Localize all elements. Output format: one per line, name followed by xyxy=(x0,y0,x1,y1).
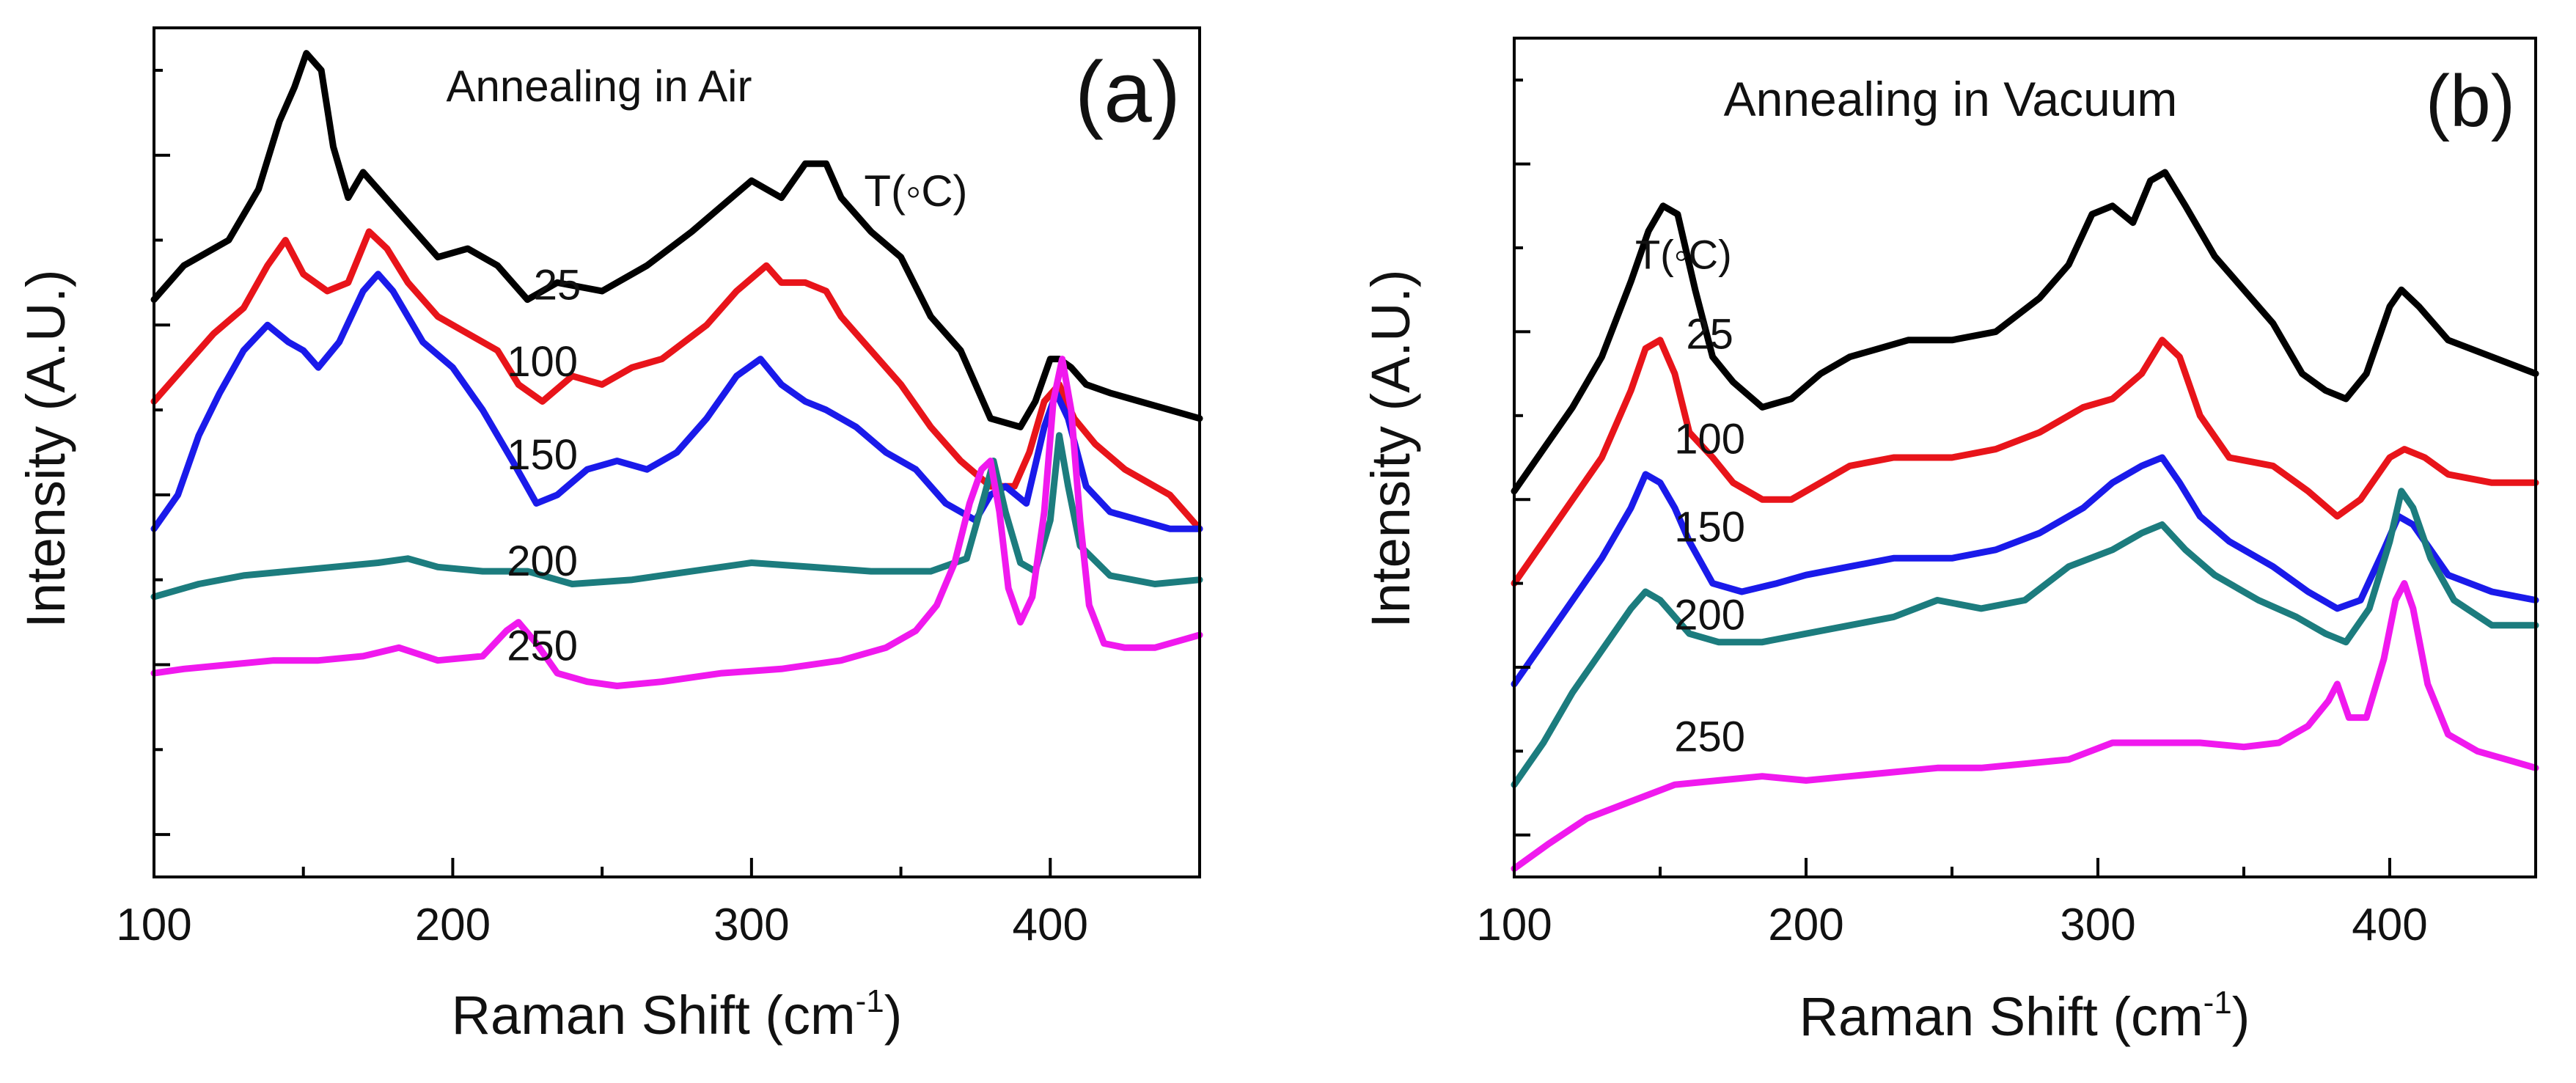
panel-a-legend-title: T(◦C) xyxy=(864,166,967,216)
panel-a-series-label-150: 150 xyxy=(507,431,578,479)
panel-a-series-label-200: 200 xyxy=(507,537,578,585)
panel-a-label: (a) xyxy=(1075,44,1181,141)
panel-a-x-tick-label-100: 100 xyxy=(116,900,191,950)
panel-a-series-label-100: 100 xyxy=(507,338,578,386)
panel-b-legend-title: T(◦C) xyxy=(1635,232,1732,278)
panel-a-ticks xyxy=(153,68,1201,877)
panel-a-tick-labels: 100 200 300 400 xyxy=(116,900,1088,950)
panel-b-series-label-25: 25 xyxy=(1686,310,1733,358)
panel-b-x-tick-label-100: 100 xyxy=(1476,900,1552,950)
panel-a-plot-frame xyxy=(153,26,1201,878)
panel-a-series-100-line xyxy=(150,228,1203,532)
panel-b-plot-frame xyxy=(1513,37,2537,878)
panel-a-series-250-line xyxy=(150,356,1203,689)
panel-b-chart: 100 200 300 400 Annealing in Vacuum (b) Ram… xyxy=(1360,37,2539,1047)
panel-a-x-axis-label: Raman Shift (cm-1) xyxy=(452,983,903,1046)
panel-b-series-label-250: 250 xyxy=(1674,713,1745,760)
panel-b-y-axis-label: Intensity (A.U.) xyxy=(1360,269,1421,628)
panel-b-label: (b) xyxy=(2426,60,2515,142)
panel-a-series-layer xyxy=(150,50,1203,689)
panel-a-series-150-line xyxy=(150,271,1203,532)
panel-b-series-label-150: 150 xyxy=(1674,503,1745,551)
panel-a-x-tick-label-400: 400 xyxy=(1013,900,1088,950)
panel-b-series-label-100: 100 xyxy=(1674,415,1745,463)
panel-b-series-100-line xyxy=(1511,337,2539,587)
panel-b-series-250-line xyxy=(1511,580,2539,873)
panel-b-tick-labels: 100 200 300 400 xyxy=(1476,900,2427,950)
panel-b-series-labels: 25 100 150 200 250 xyxy=(1674,310,1745,760)
panel-b-x-tick-label-300: 300 xyxy=(2060,900,2135,950)
panel-b-x-tick-label-400: 400 xyxy=(2352,900,2427,950)
panel-b-x-axis-label: Raman Shift (cm-1) xyxy=(1799,985,2250,1047)
panel-b-title: Annealing in Vacuum xyxy=(1724,72,2178,126)
panel-b-series-25-line xyxy=(1511,169,2539,495)
panel-a-series-25-line xyxy=(150,50,1203,430)
panel-a-y-axis-label: Intensity (A.U.) xyxy=(15,269,76,628)
panel-b-series-label-200: 200 xyxy=(1674,592,1745,639)
panel-a-series-200-line xyxy=(150,432,1203,601)
panel-a-title: Annealing in Air xyxy=(447,62,752,111)
panel-a-series-labels: 25 100 150 200 250 xyxy=(507,262,581,670)
panel-b-x-tick-label-200: 200 xyxy=(1768,900,1843,950)
panel-b-series-layer xyxy=(1511,169,2539,873)
panel-a-chart: 100 200 300 400 Annealing in Air (a) Raman … xyxy=(15,26,1203,1046)
panel-a-series-label-250: 250 xyxy=(507,623,578,670)
panel-a-x-tick-label-300: 300 xyxy=(713,900,789,950)
panel-a-x-tick-label-200: 200 xyxy=(415,900,491,950)
panel-a-series-label-25: 25 xyxy=(534,262,581,309)
panel-b-series-200-line xyxy=(1511,488,2539,788)
panel-b-ticks xyxy=(1513,78,2537,877)
